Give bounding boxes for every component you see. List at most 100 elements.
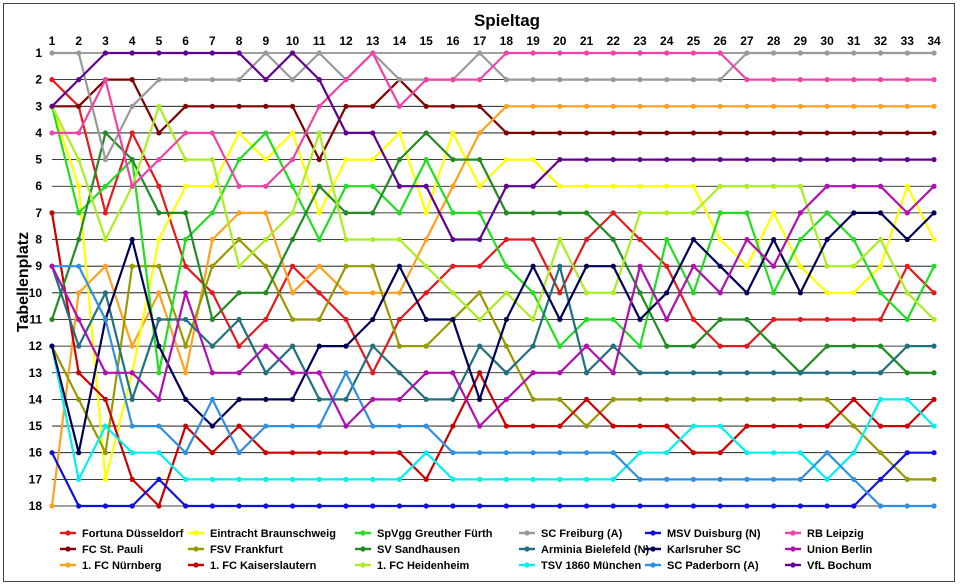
point-14-15 (423, 423, 429, 429)
legend-marker-7 (360, 546, 366, 552)
point-3-29 (797, 263, 803, 269)
x-tick-15: 15 (420, 34, 434, 48)
legend-item-12: MSV Duisburg (N) (645, 528, 761, 540)
legend-item-7: SV Sandhausen (355, 544, 460, 556)
point-12-30 (824, 503, 830, 509)
point-5-10 (289, 450, 296, 456)
point-15-32 (877, 77, 884, 83)
point-9-21 (583, 77, 590, 83)
point-17-23 (637, 156, 643, 163)
point-15-14 (396, 103, 403, 109)
point-10-16 (450, 396, 456, 403)
point-3-28 (771, 210, 777, 216)
point-6-27 (744, 210, 750, 216)
point-8-10 (289, 210, 296, 216)
point-3-12 (343, 156, 349, 163)
legend-marker-12 (650, 530, 656, 536)
point-13-19 (530, 263, 536, 269)
legend-item-10: Arminia Bielefeld (N) (519, 544, 650, 556)
point-1-17 (477, 103, 483, 109)
point-13-25 (690, 236, 697, 243)
legend-item-5: 1. FC Kaiserslautern (188, 560, 317, 572)
point-2-19 (530, 103, 536, 109)
point-10-10 (289, 343, 296, 349)
point-10-31 (851, 370, 857, 376)
point-11-9 (263, 476, 269, 482)
point-13-13 (370, 316, 376, 323)
point-2-18 (503, 103, 509, 109)
point-12-18 (503, 503, 509, 509)
point-6-21 (583, 316, 590, 323)
point-0-10 (289, 263, 296, 269)
point-7-27 (744, 316, 750, 323)
point-8-34 (931, 316, 937, 323)
point-8-7 (209, 156, 215, 163)
point-6-20 (557, 343, 563, 349)
point-4-26 (717, 396, 723, 403)
point-9-23 (637, 77, 643, 83)
point-11-15 (423, 450, 429, 456)
point-7-14 (396, 156, 403, 163)
point-1-20 (557, 130, 563, 136)
legend-label-10: Arminia Bielefeld (N) (541, 544, 650, 556)
point-10-15 (423, 396, 429, 403)
y-tick-5: 5 (35, 153, 42, 167)
point-12-2 (76, 503, 82, 509)
point-5-22 (610, 423, 616, 429)
point-10-19 (530, 343, 536, 349)
point-9-17 (477, 50, 483, 56)
legend-marker-6 (360, 530, 366, 536)
point-15-29 (797, 77, 803, 83)
point-5-31 (851, 396, 857, 403)
legend-item-8: 1. FC Heidenheim (355, 560, 470, 572)
point-3-25 (690, 183, 697, 189)
legend-marker-16 (790, 546, 796, 552)
point-7-6 (183, 210, 189, 216)
point-5-13 (370, 450, 376, 456)
point-15-19 (530, 50, 536, 56)
series-14 (49, 263, 937, 509)
point-6-14 (396, 210, 403, 216)
legend-marker-10 (524, 546, 530, 552)
point-2-24 (664, 103, 670, 109)
point-16-33 (904, 210, 910, 216)
point-2-28 (771, 103, 777, 109)
point-9-20 (557, 77, 563, 83)
point-5-30 (824, 423, 830, 429)
point-17-20 (557, 156, 563, 163)
point-10-20 (557, 263, 563, 269)
point-17-22 (610, 156, 616, 163)
point-15-11 (316, 103, 322, 109)
point-11-22 (610, 476, 616, 482)
point-4-2 (76, 396, 82, 403)
legend-label-8: 1. FC Heidenheim (377, 560, 470, 572)
legend-label-11: TSV 1860 München (541, 560, 642, 572)
point-3-3 (102, 476, 109, 482)
point-1-26 (717, 130, 723, 136)
point-14-30 (824, 450, 830, 456)
point-16-20 (557, 370, 563, 376)
point-11-14 (396, 476, 403, 482)
y-tick-17: 17 (29, 472, 43, 486)
x-tick-8: 8 (236, 34, 243, 48)
series-15 (49, 50, 937, 189)
legend-item-17: VfL Bochum (785, 560, 872, 572)
point-1-2 (76, 103, 82, 109)
point-5-4 (129, 476, 135, 482)
point-8-16 (450, 290, 456, 296)
point-3-14 (396, 130, 403, 136)
point-10-18 (503, 370, 509, 376)
series-12 (49, 450, 937, 509)
point-2-3 (102, 263, 109, 269)
legend-item-1: FC St. Pauli (60, 544, 143, 556)
legend-marker-4 (193, 546, 199, 552)
point-16-28 (771, 263, 777, 269)
y-tick-4: 4 (35, 126, 42, 140)
point-8-29 (797, 183, 803, 189)
point-7-31 (851, 343, 857, 349)
point-16-3 (102, 370, 109, 376)
x-tick-26: 26 (714, 34, 728, 48)
point-13-26 (717, 263, 723, 269)
point-9-24 (664, 77, 670, 83)
point-7-32 (877, 343, 884, 349)
